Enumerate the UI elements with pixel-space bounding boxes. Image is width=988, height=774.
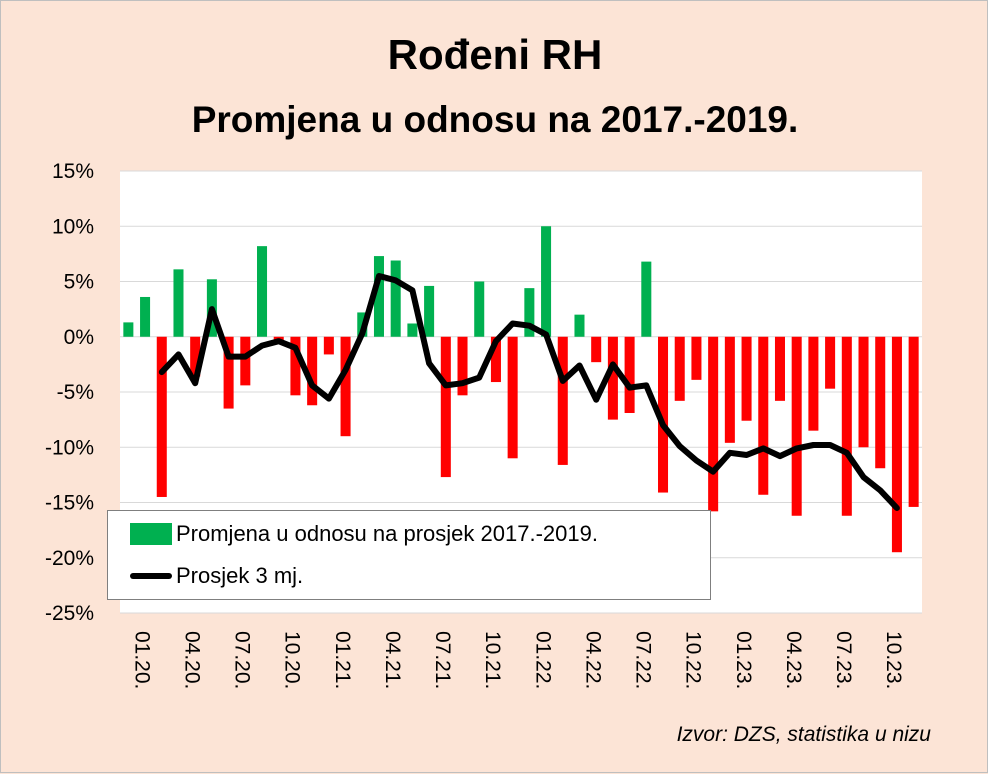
x-tick-label: 01.23.: [732, 631, 755, 689]
y-tick-label: -5%: [57, 381, 94, 404]
x-tick-label: 04.21.: [381, 631, 404, 689]
bar: [140, 296, 151, 337]
bar: [373, 256, 384, 337]
bar: [908, 336, 919, 507]
series-line-prosjek-3-mj: [158, 273, 900, 511]
bar: [724, 336, 735, 443]
y-tick-label: -15%: [45, 492, 94, 515]
x-tick-label: 07.20.: [231, 631, 254, 689]
bar: [390, 260, 401, 337]
bar: [674, 336, 685, 401]
bar: [591, 336, 602, 363]
bar: [457, 336, 468, 396]
bar: [774, 336, 785, 401]
bar: [507, 336, 518, 459]
x-tick-label: 07.23.: [832, 631, 855, 689]
x-tick-label: 04.22.: [581, 631, 604, 689]
x-tick-label: 10.22.: [682, 631, 705, 689]
bar: [574, 314, 585, 337]
bar: [240, 336, 251, 386]
bar: [223, 336, 234, 409]
bar: [741, 336, 752, 421]
legend-label-bars: Promjena u odnosu na prosjek 2017.-2019.: [176, 521, 598, 546]
bar: [340, 336, 351, 437]
bar: [841, 336, 852, 516]
bar: [708, 336, 719, 512]
x-tick-label: 10.21.: [481, 631, 504, 689]
bar: [290, 336, 301, 396]
x-tick-label: 04.23.: [782, 631, 805, 689]
bar: [123, 322, 134, 337]
x-tick-label: 04.20.: [180, 631, 203, 689]
bar: [891, 336, 902, 553]
bar: [541, 226, 552, 337]
bar: [173, 269, 184, 337]
bar: [490, 336, 501, 383]
bar: [808, 336, 819, 431]
y-tick-label: 0%: [64, 326, 94, 349]
bar: [607, 336, 618, 420]
bar: [307, 336, 318, 406]
y-tick-label: 15%: [52, 160, 94, 183]
bar: [156, 336, 167, 497]
bar: [524, 288, 535, 337]
bar: [791, 336, 802, 516]
source-note: Izvor: DZS, statistika u nizu: [676, 723, 931, 746]
bar: [658, 336, 669, 493]
y-tick-label: -25%: [45, 602, 94, 625]
bar: [474, 281, 485, 337]
legend-item-bars: Promjena u odnosu na prosjek 2017.-2019.: [130, 521, 598, 547]
bar: [440, 336, 451, 478]
bar: [858, 336, 869, 448]
bar: [624, 336, 635, 413]
y-tick-label: 5%: [64, 271, 94, 294]
bar: [323, 336, 334, 355]
bar: [691, 336, 702, 380]
bar: [257, 246, 268, 337]
bar: [407, 323, 418, 337]
x-tick-label: 01.20.: [130, 631, 153, 689]
y-tick-label: -20%: [45, 547, 94, 570]
chart-title: Rođeni RH: [387, 31, 603, 78]
x-tick-label: 01.22.: [531, 631, 554, 689]
bar: [190, 336, 201, 377]
y-tick-label: 10%: [52, 215, 94, 238]
chart-subtitle: Promjena u odnosu na 2017.-2019.: [191, 99, 799, 140]
bar: [424, 285, 435, 337]
x-tick-label: 10.23.: [882, 631, 905, 689]
legend-label-line: Prosjek 3 mj.: [176, 563, 304, 588]
x-tick-label: 10.20.: [281, 631, 304, 689]
legend-swatch-bar: [130, 523, 172, 545]
x-tick-label: 01.21.: [331, 631, 354, 689]
x-axis-ticks: 01.20. 04.20. 07.20. 10.20. 01.21. 04.21. 07.2…: [130, 631, 905, 689]
bar: [641, 261, 652, 337]
bar: [557, 336, 568, 465]
x-tick-label: 07.21.: [431, 631, 454, 689]
y-tick-label: -10%: [45, 436, 94, 459]
bar: [875, 336, 886, 469]
legend-swatch-line: [130, 573, 172, 579]
legend: Promjena u odnosu na prosjek 2017.-2019.…: [107, 510, 711, 600]
x-tick-label: 07.22.: [632, 631, 655, 689]
bar: [758, 336, 769, 495]
legend-item-line: Prosjek 3 mj.: [130, 563, 303, 589]
bar: [825, 336, 836, 389]
y-axis-ticks: 15% 10% 5% 0% -5% -10% -15% -20% -25%: [45, 160, 94, 625]
